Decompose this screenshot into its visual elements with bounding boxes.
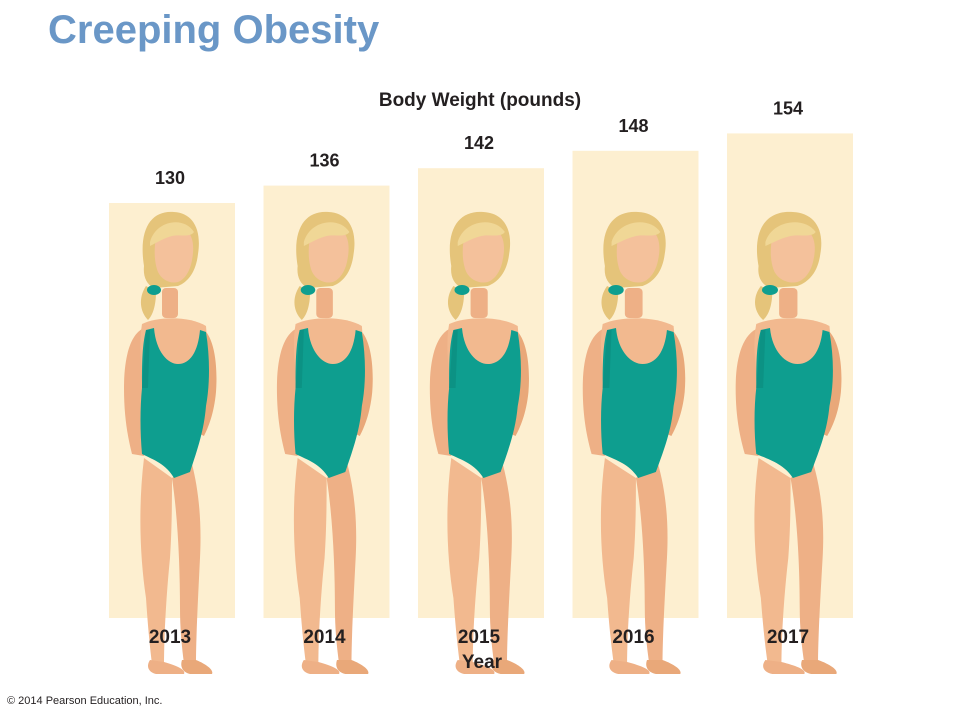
slide-title: Creeping Obesity (48, 8, 380, 52)
value-label-2013: 130 (155, 168, 185, 188)
copyright-notice: © 2014 Pearson Education, Inc. (7, 695, 163, 707)
x-axis-label: Year (461, 652, 503, 673)
tick-label-2013: 2013 (149, 627, 191, 648)
tick-label-2014: 2014 (303, 627, 346, 648)
value-label-2017: 154 (773, 98, 803, 118)
chart-title: Body Weight (pounds) (378, 90, 582, 111)
tick-label-2015: 2015 (458, 627, 501, 648)
tick-label-2017: 2017 (767, 627, 809, 648)
value-label-2015: 142 (464, 133, 494, 153)
tick-label-2016: 2016 (612, 627, 654, 648)
value-label-2014: 136 (309, 151, 339, 171)
value-label-2016: 148 (618, 116, 648, 136)
